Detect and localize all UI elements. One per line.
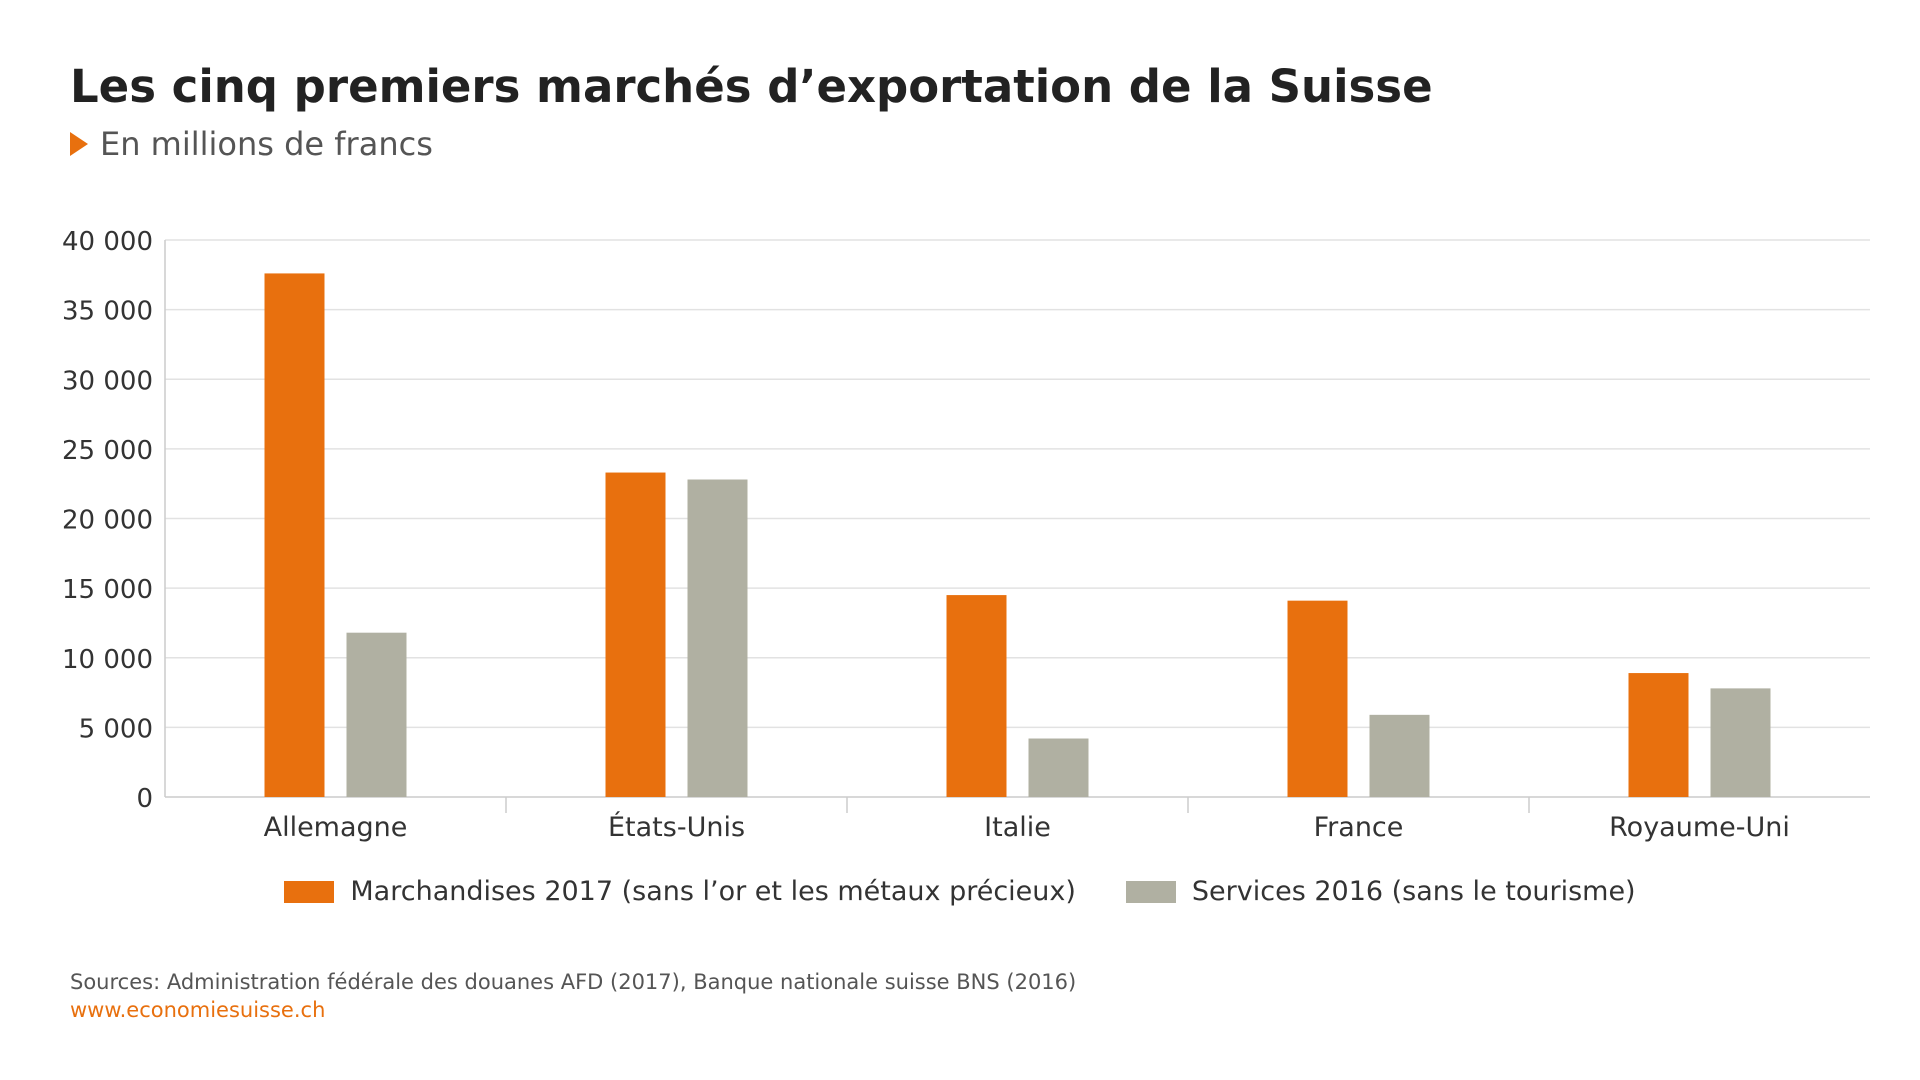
chart-legend: Marchandises 2017 (sans l’or et les méta… — [0, 876, 1920, 907]
chart-subtitle: En millions de francs — [70, 125, 433, 163]
chart-subtitle-text: En millions de francs — [100, 125, 433, 163]
x-tick-label: France — [1314, 812, 1404, 843]
bar-services — [1028, 738, 1089, 797]
bar-services — [687, 479, 748, 797]
y-tick-label: 35 000 — [62, 297, 153, 327]
triangle-bullet-icon — [70, 132, 88, 156]
legend-item-merchandise: Marchandises 2017 (sans l’or et les méta… — [284, 876, 1076, 907]
y-tick-label: 40 000 — [62, 227, 153, 257]
bar-services — [346, 632, 407, 797]
y-tick-label: 0 — [136, 784, 153, 814]
legend-item-services: Services 2016 (sans le tourisme) — [1125, 876, 1636, 907]
x-tick-label: Italie — [984, 812, 1051, 843]
legend-swatch-services — [1125, 880, 1176, 903]
y-tick-label: 25 000 — [62, 436, 153, 466]
bar-merchandise — [1628, 673, 1689, 797]
bar-chart: 0 5 000 10 000 15 000 20 000 25 000 30 000 35 0… — [62, 227, 1870, 843]
legend-label-services: Services 2016 (sans le tourisme) — [1191, 876, 1636, 907]
y-tick-label: 5 000 — [79, 714, 153, 744]
x-tick-label: Allemagne — [264, 812, 408, 843]
x-tick-label: États-Unis — [608, 811, 745, 843]
bar-services — [1710, 688, 1771, 797]
bar-merchandise — [605, 472, 666, 797]
bar-services — [1369, 714, 1430, 797]
y-tick-label: 15 000 — [62, 575, 153, 605]
y-tick-label: 10 000 — [62, 645, 153, 675]
bar-merchandise — [264, 273, 325, 797]
legend-label-merchandise: Marchandises 2017 (sans l’or et les méta… — [350, 876, 1076, 907]
legend-swatch-merchandise — [284, 880, 335, 903]
y-tick-label: 30 000 — [62, 366, 153, 396]
website-link[interactable]: www.economiesuisse.ch — [70, 998, 326, 1022]
sources-note: Sources: Administration fédérale des dou… — [70, 970, 1077, 994]
y-tick-label: 20 000 — [62, 506, 153, 536]
bar-merchandise — [1287, 600, 1348, 797]
bar-merchandise — [946, 595, 1007, 797]
chart-title: Les cinq premiers marchés d’exportation … — [70, 60, 1433, 113]
x-tick-label: Royaume-Uni — [1609, 812, 1790, 843]
